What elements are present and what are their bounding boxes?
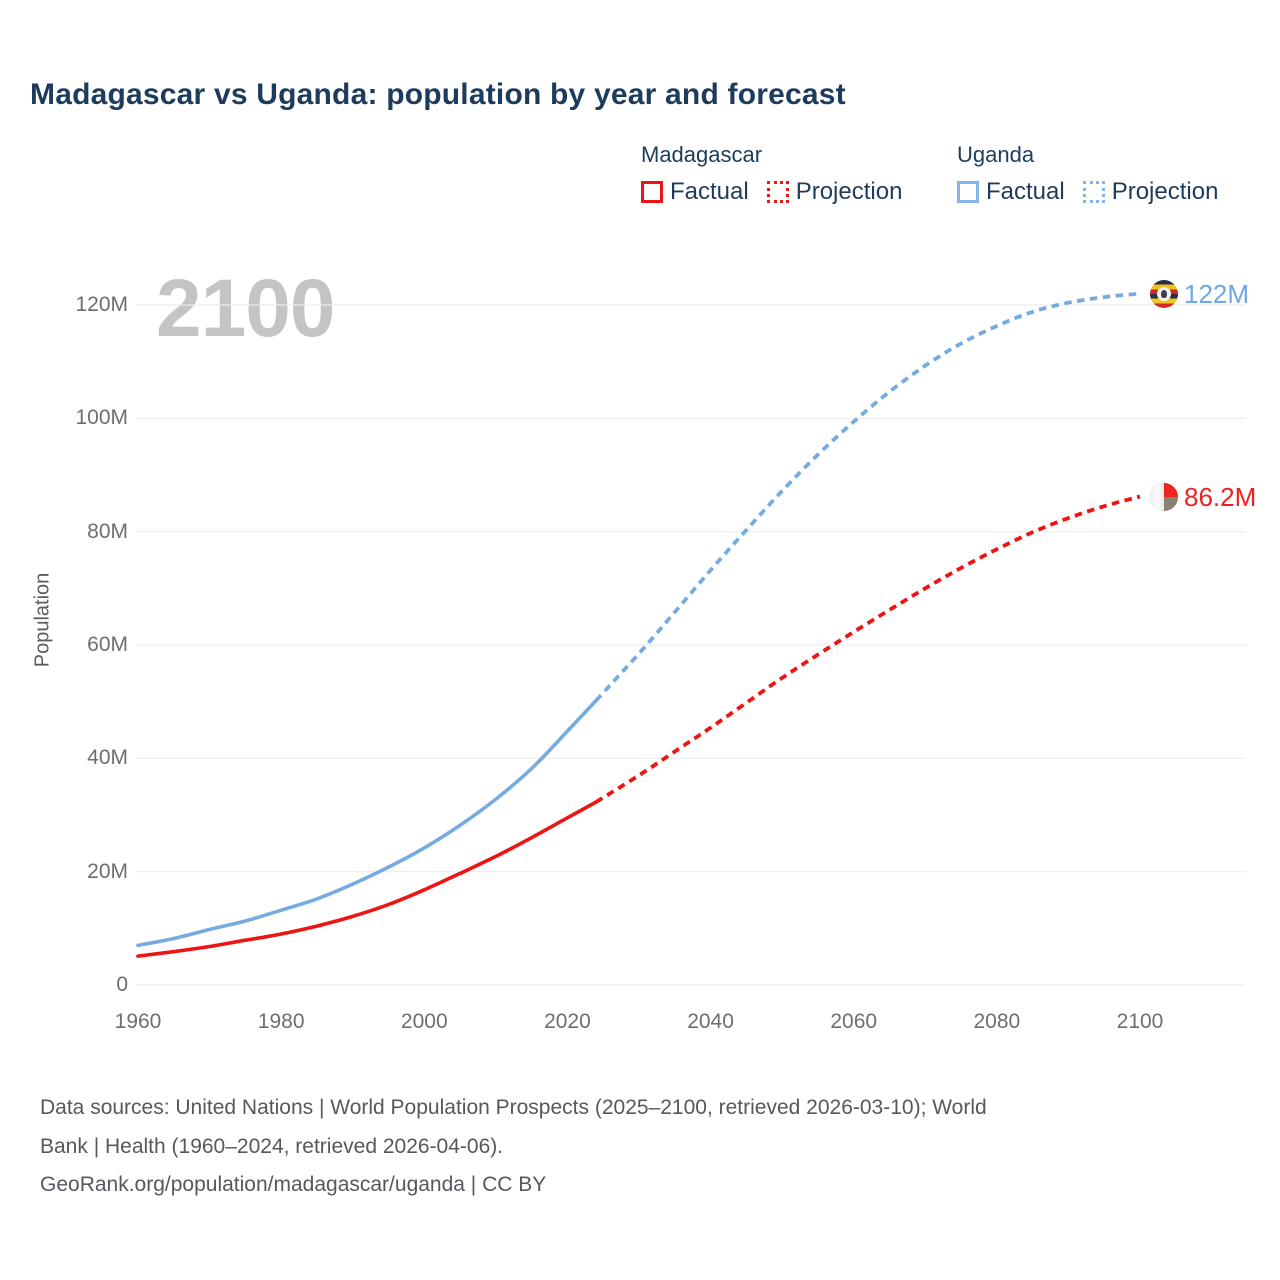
y-tick-label: 20M [87, 859, 128, 883]
footer-line-2: Bank | Health (1960–2024, retrieved 2026… [40, 1134, 504, 1158]
year-watermark: 2100 [156, 263, 335, 354]
chart-legend: Madagascar Factual Projection Uganda Fac… [641, 142, 1236, 206]
madagascar-projection-swatch-icon [766, 181, 789, 203]
footer-line-3: GeoRank.org/population/madagascar/uganda… [40, 1173, 547, 1196]
legend-item-uganda-projection[interactable]: Projection [1111, 178, 1219, 205]
madagascar-factual-swatch-icon [641, 181, 663, 203]
x-tick-label: 2020 [544, 1010, 591, 1033]
uganda-projection-swatch-icon [1082, 181, 1105, 203]
uganda-flag-icon[interactable] [1150, 279, 1178, 308]
uganda-factual-swatch-icon [957, 181, 979, 203]
y-tick-label: 60M [87, 633, 128, 656]
page-title: Madagascar vs Uganda: population by year… [30, 78, 846, 111]
x-tick-label: 2060 [830, 1010, 878, 1033]
y-tick-label: 120M [75, 293, 128, 316]
crane-icon [1161, 289, 1167, 298]
madagascar-end-value: 86.2M [1184, 481, 1257, 512]
chart-plot[interactable] [0, 0, 1280, 1070]
series-madagascar-projection[interactable] [595, 494, 1141, 804]
uganda-end-value: 122M [1184, 278, 1250, 309]
legend-item-uganda-factual[interactable]: Factual [986, 178, 1065, 205]
x-tick-label: 2040 [687, 1010, 734, 1033]
footer-line-1: Data sources: United Nations | World Pop… [40, 1096, 987, 1119]
series-uganda-projection[interactable] [594, 291, 1141, 702]
legend-group-madagascar: Madagascar Factual Projection [641, 142, 921, 206]
x-tick-label: 1980 [257, 1010, 305, 1033]
x-tick-label: 2100 [1116, 1010, 1164, 1033]
legend-group-uganda: Uganda Factual Projection [957, 142, 1236, 206]
x-tick-label: 1960 [114, 1010, 162, 1033]
x-tick-label: 2080 [973, 1010, 1021, 1033]
y-tick-label: 80M [87, 519, 128, 543]
data-sources-footer: Data sources: United Nations | World Pop… [40, 1089, 1240, 1205]
series-madagascar-factual[interactable] [136, 800, 598, 958]
legend-group-title: Uganda [957, 142, 1035, 167]
legend-item-madagascar-projection[interactable]: Projection [795, 178, 903, 205]
y-tick-label: 40M [87, 746, 128, 770]
series-uganda-factual[interactable] [136, 698, 598, 948]
y-tick-label: 100M [75, 406, 128, 430]
madagascar-flag-icon[interactable] [1150, 482, 1178, 511]
legend-group-title: Madagascar [641, 142, 763, 167]
legend-item-madagascar-factual[interactable]: Factual [670, 178, 749, 205]
uganda-flag-center [1157, 286, 1171, 301]
x-tick-label: 2000 [400, 1010, 448, 1033]
y-tick-label: 0 [116, 973, 128, 996]
madagascar-flag-white-band [1150, 482, 1164, 511]
